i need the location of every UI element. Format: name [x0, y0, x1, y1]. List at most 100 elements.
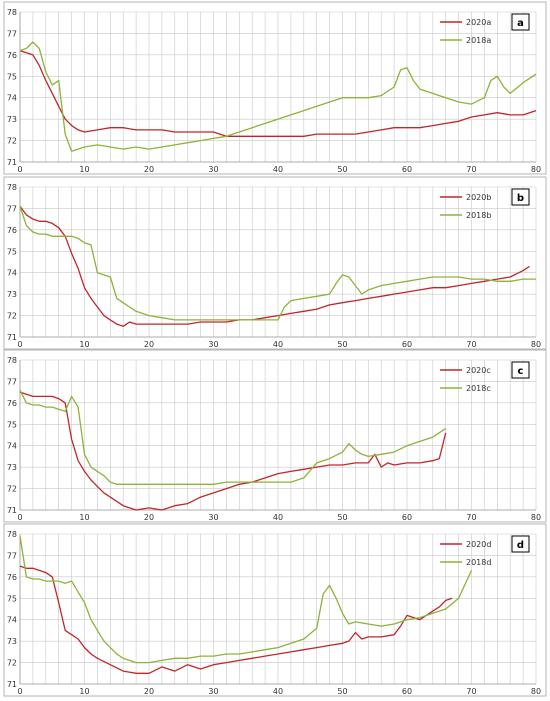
legend-label: 2018d	[466, 558, 491, 567]
panel-frame	[3, 176, 547, 350]
x-tick-label: 10	[79, 513, 89, 522]
x-tick-label: 10	[79, 687, 89, 696]
panel-frame	[3, 523, 547, 697]
y-tick-label: 71	[7, 680, 17, 689]
y-tick-label: 76	[7, 51, 17, 60]
y-tick-label: 73	[7, 463, 17, 472]
legend-label: 2020c	[466, 366, 491, 375]
y-tick-label: 72	[7, 312, 17, 321]
y-tick-label: 76	[7, 399, 17, 408]
x-tick-label: 50	[337, 687, 347, 696]
series-line-2018b	[19, 206, 536, 321]
y-tick-label: 77	[7, 29, 17, 38]
x-tick-label: 40	[273, 165, 283, 174]
x-tick-label: 20	[144, 340, 154, 349]
y-tick-label: 74	[7, 269, 17, 278]
x-tick-label: 0	[17, 687, 22, 696]
y-tick-label: 75	[7, 420, 17, 429]
legend-label: 2020a	[466, 18, 491, 27]
panel-frame	[3, 349, 547, 523]
chart-panel-b: 71 72 73 74 75 76 77 78 0 10 20 30 40 50 60 70 80 2020b 20…	[3, 176, 547, 350]
panel-label: d	[517, 540, 524, 551]
y-tick-label: 77	[7, 204, 17, 213]
x-tick-label: 50	[337, 513, 347, 522]
series-line-2020b	[19, 205, 530, 327]
y-tick-label: 72	[7, 137, 17, 146]
x-tick-label: 70	[466, 513, 476, 522]
chart-panel-d: 71 72 73 74 75 76 77 78 0 10 20 30 40 50 60 70 80 2020d 20…	[3, 523, 547, 697]
x-tick-label: 30	[208, 340, 218, 349]
x-tick-label: 80	[531, 340, 541, 349]
y-tick-label: 77	[7, 377, 17, 386]
x-tick-label: 80	[531, 687, 541, 696]
y-tick-label: 74	[7, 94, 17, 103]
x-tick-label: 30	[208, 513, 218, 522]
x-tick-label: 80	[531, 165, 541, 174]
x-tick-label: 0	[17, 340, 22, 349]
y-tick-label: 73	[7, 637, 17, 646]
x-tick-label: 70	[466, 687, 476, 696]
legend-label: 2018a	[466, 36, 491, 45]
x-tick-label: 50	[337, 340, 347, 349]
legend-label: 2018b	[466, 211, 491, 220]
panel-label-box	[511, 535, 530, 553]
series-line-2020a	[19, 49, 537, 137]
panel-frame	[3, 1, 547, 175]
y-tick-label: 71	[7, 506, 17, 515]
y-tick-label: 75	[7, 72, 17, 81]
x-tick-label: 40	[273, 687, 283, 696]
x-tick-label: 60	[402, 687, 412, 696]
y-tick-label: 78	[7, 356, 17, 365]
y-tick-label: 76	[7, 226, 17, 235]
x-tick-label: 0	[17, 165, 22, 174]
series-line-2018a	[19, 41, 537, 152]
x-tick-label: 40	[273, 513, 283, 522]
series-line-2018d	[19, 535, 473, 664]
x-tick-label: 60	[402, 165, 412, 174]
x-tick-label: 30	[208, 165, 218, 174]
x-tick-label: 60	[402, 340, 412, 349]
y-tick-label: 78	[7, 530, 17, 539]
y-tick-label: 71	[7, 158, 17, 167]
y-tick-label: 78	[7, 8, 17, 17]
y-tick-label: 71	[7, 333, 17, 342]
y-tick-label: 74	[7, 616, 17, 625]
x-tick-label: 0	[17, 513, 22, 522]
panel-label-box	[511, 188, 530, 206]
x-tick-label: 80	[531, 513, 541, 522]
x-tick-label: 70	[466, 340, 476, 349]
series-line-2020c	[19, 391, 447, 511]
x-tick-label: 20	[144, 165, 154, 174]
x-tick-label: 20	[144, 513, 154, 522]
y-tick-label: 74	[7, 442, 17, 451]
x-tick-label: 20	[144, 687, 154, 696]
y-tick-label: 75	[7, 594, 17, 603]
panel-label: c	[518, 366, 524, 377]
chart-panel-c: 71 72 73 74 75 76 77 78 0 10 20 30 40 50 60 70 80 2020c 20…	[3, 349, 547, 523]
panel-label-box	[511, 13, 530, 31]
y-tick-label: 76	[7, 573, 17, 582]
y-tick-label: 72	[7, 485, 17, 494]
y-tick-label: 73	[7, 115, 17, 124]
chart-panel-a: 71 72 73 74 75 76 77 78 0 10 20 30 40 50 60 70 80 2020a 20…	[3, 1, 547, 175]
legend-label: 2020b	[466, 193, 491, 202]
panel-label: a	[517, 18, 524, 29]
x-tick-label: 50	[337, 165, 347, 174]
y-tick-label: 75	[7, 247, 17, 256]
x-tick-label: 70	[466, 165, 476, 174]
y-tick-label: 77	[7, 551, 17, 560]
x-tick-label: 10	[79, 165, 89, 174]
panel-label-box	[511, 361, 530, 379]
y-tick-label: 78	[7, 183, 17, 192]
panel-label: b	[517, 193, 524, 204]
series-line-2020d	[19, 565, 453, 674]
x-tick-label: 60	[402, 513, 412, 522]
y-tick-label: 73	[7, 290, 17, 299]
legend-label: 2020d	[466, 540, 491, 549]
legend-label: 2018c	[466, 384, 491, 393]
x-tick-label: 10	[79, 340, 89, 349]
series-line-2018c	[19, 389, 447, 485]
x-tick-label: 30	[208, 687, 218, 696]
x-tick-label: 40	[273, 340, 283, 349]
